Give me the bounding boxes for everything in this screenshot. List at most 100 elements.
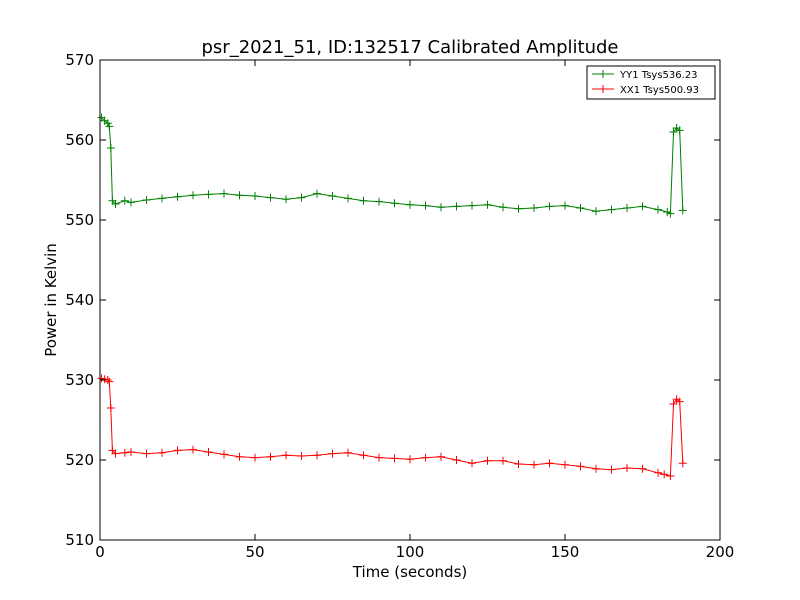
y-tick-label-2: 530 — [65, 371, 94, 389]
y-tick-label-0: 510 — [65, 531, 94, 549]
ticks-layer: 0 50 100 150 200 510 520 530 540 550 560 570 — [65, 51, 734, 561]
data-point-1-8 — [127, 448, 135, 456]
data-point-0-27 — [421, 201, 430, 210]
data-point-1-22 — [344, 448, 352, 457]
series-1 — [97, 374, 687, 480]
data-point-1-19 — [297, 452, 306, 460]
data-point-1-17 — [266, 452, 275, 461]
data-point-0-17 — [266, 193, 275, 202]
chart-title: psr_2021_51, ID:132517 Calibrated Amplit… — [201, 37, 618, 58]
data-point-0-13 — [204, 190, 213, 199]
plot-area: 0 50 100 150 200 510 520 530 540 550 560 570 — [65, 51, 734, 561]
data-point-0-25 — [390, 199, 399, 208]
data-point-0-32 — [499, 203, 507, 212]
data-point-1-37 — [576, 462, 585, 471]
data-point-0-33 — [514, 204, 523, 213]
data-point-0-18 — [282, 195, 290, 204]
legend-box — [586, 65, 716, 100]
data-point-0-22 — [344, 194, 352, 203]
data-point-0-30 — [468, 201, 476, 210]
data-point-0-2 — [103, 119, 112, 128]
data-point-1-12 — [189, 445, 197, 454]
data-point-1-26 — [406, 455, 414, 464]
data-point-1-44 — [666, 472, 675, 480]
data-point-1-21 — [328, 449, 337, 458]
x-tick-label-4: 200 — [706, 543, 735, 561]
data-point-0-38 — [592, 207, 600, 216]
data-point-0-37 — [576, 204, 585, 212]
data-point-1-11 — [173, 446, 182, 455]
data-point-1-24 — [375, 453, 383, 462]
data-point-0-4 — [106, 144, 115, 152]
data-point-1-20 — [313, 451, 321, 460]
data-point-0-36 — [561, 201, 569, 210]
data-point-0-16 — [251, 192, 259, 200]
x-tick-label-3: 150 — [551, 543, 580, 561]
data-point-0-28 — [437, 203, 445, 212]
data-point-1-25 — [390, 454, 399, 463]
data-point-1-23 — [359, 451, 368, 460]
x-axis-label: Time (seconds) — [352, 563, 468, 581]
data-point-0-20 — [313, 189, 321, 198]
y-tick-label-6: 570 — [65, 51, 94, 69]
data-point-1-39 — [607, 465, 616, 474]
data-point-1-38 — [592, 464, 600, 473]
data-point-1-6 — [111, 449, 120, 458]
data-point-0-9 — [142, 196, 151, 204]
data-point-1-18 — [282, 451, 290, 460]
data-point-0-40 — [623, 204, 631, 212]
data-point-1-42 — [654, 468, 662, 477]
data-point-1-47 — [675, 397, 684, 406]
y-tick-label-4: 550 — [65, 211, 94, 229]
y-axis-label: Power in Kelvin — [42, 243, 60, 357]
data-point-1-10 — [158, 448, 166, 457]
data-point-1-35 — [545, 459, 554, 468]
data-point-1-27 — [421, 453, 430, 462]
data-point-0-14 — [220, 189, 228, 198]
data-point-1-41 — [638, 464, 647, 473]
data-point-1-4 — [106, 404, 115, 412]
data-point-0-21 — [328, 192, 337, 200]
data-point-1-16 — [251, 453, 259, 462]
y-tick-label-5: 560 — [65, 131, 94, 149]
data-point-0-41 — [638, 202, 647, 211]
y-tick-label-3: 540 — [65, 291, 94, 309]
data-point-1-3 — [105, 377, 114, 386]
data-point-0-47 — [675, 126, 684, 135]
data-point-1-28 — [437, 452, 445, 461]
data-point-1-48 — [678, 459, 687, 468]
x-tick-label-1: 50 — [245, 543, 264, 561]
data-point-0-39 — [607, 205, 616, 214]
data-point-0-34 — [530, 204, 538, 212]
data-point-1-14 — [220, 450, 228, 459]
series-0 — [97, 113, 687, 218]
data-point-0-24 — [375, 197, 383, 206]
data-point-1-45 — [669, 400, 678, 408]
data-point-0-35 — [545, 202, 554, 211]
data-point-0-23 — [359, 196, 368, 205]
legend-label-0: YY1 Tsys536.23 — [619, 70, 698, 81]
data-point-1-29 — [452, 456, 461, 464]
data-point-1-15 — [235, 452, 244, 461]
legend-label-1: XX1 Tsys500.93 — [620, 85, 699, 96]
x-tick-label-0: 0 — [95, 543, 105, 561]
data-point-0-8 — [127, 198, 135, 207]
y-tick-label-1: 520 — [65, 451, 94, 469]
data-point-1-9 — [142, 449, 151, 458]
data-point-0-19 — [297, 193, 306, 202]
legend-marker-0 — [599, 70, 607, 78]
data-point-0-11 — [173, 192, 182, 201]
data-point-0-48 — [678, 206, 687, 215]
data-point-0-12 — [189, 191, 197, 200]
data-point-1-34 — [530, 460, 538, 469]
data-point-0-10 — [158, 194, 166, 203]
data-point-0-29 — [452, 202, 461, 211]
data-point-0-26 — [406, 200, 414, 209]
data-point-1-33 — [514, 460, 523, 468]
data-point-1-32 — [499, 456, 507, 465]
legend-entries: YY1 Tsys536.23 XX1 Tsys500.93 — [592, 70, 699, 96]
data-point-0-44 — [666, 209, 675, 218]
series-layer — [97, 113, 687, 480]
data-point-0-42 — [654, 205, 662, 214]
